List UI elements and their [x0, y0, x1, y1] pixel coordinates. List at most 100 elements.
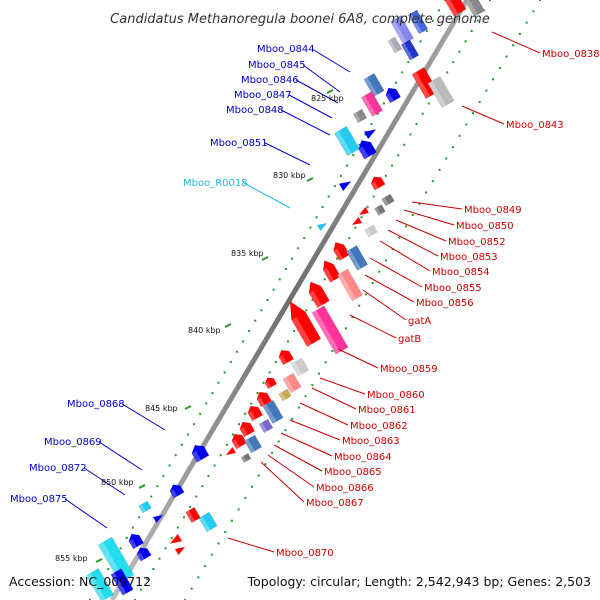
gene-arrow-blue: [169, 484, 185, 499]
gene-tri-blue: [339, 181, 351, 191]
gene-label-left: Mboo_0875: [10, 494, 68, 505]
leader-line: [83, 467, 126, 496]
tick-dot-inner: [250, 402, 253, 405]
tick-dot-far: [190, 587, 193, 590]
tick-dot-far: [304, 395, 307, 398]
gene-arrow-red: [370, 176, 386, 191]
tick-dot-inner: [464, 40, 467, 43]
gene-arrow-red: [308, 281, 330, 308]
tick-dot-far: [438, 168, 441, 171]
tick-dot-far: [532, 10, 535, 13]
kbp-label-825: 825 kbp: [311, 94, 344, 103]
tick-dot-inner: [262, 381, 265, 384]
tick-dot-far: [210, 553, 213, 556]
gene-label-right: Mboo_0864: [334, 452, 392, 463]
tick-dot-inner: [458, 50, 461, 53]
tick-dot-inner: [335, 257, 338, 260]
tick-dot-inner: [372, 195, 375, 198]
gene-arrow-red: [323, 260, 341, 283]
tick-dot-far: [230, 519, 233, 522]
gene-box-olive: [278, 388, 292, 402]
tick-dot-far: [197, 576, 200, 579]
leader-line: [98, 441, 143, 471]
leader-line: [288, 94, 333, 119]
leader-line: [491, 31, 541, 54]
gene-label-left: Mboo_0868: [67, 399, 125, 410]
gene-arrow-red: [290, 301, 321, 347]
gene-box-grey: [381, 193, 395, 207]
tick-dot-outer: [425, 30, 428, 33]
tick-dot-outer: [242, 340, 245, 343]
tick-dot-inner: [231, 433, 234, 436]
tick-dot-inner: [391, 164, 394, 167]
tick-dot-inner: [182, 516, 185, 519]
tick-dot-outer: [119, 547, 122, 550]
tick-dot-inner: [384, 174, 387, 177]
tick-dot-inner: [293, 330, 296, 333]
tick-dot-inner: [476, 19, 479, 22]
kbp-label-855: 855 kbp: [55, 554, 88, 563]
tick-dot-inner: [158, 557, 161, 560]
tick-dot-outer: [266, 299, 269, 301]
tick-dot-outer: [193, 423, 196, 426]
tick-dot-inner: [415, 123, 418, 126]
tick-dot-inner: [152, 567, 155, 570]
tick-dot-inner: [164, 547, 167, 550]
gene-box-grey: [374, 204, 386, 216]
gene-box-blue: [110, 568, 134, 596]
leader-line: [403, 209, 455, 226]
tick-dot-far: [425, 191, 428, 194]
tick-dot-outer: [137, 516, 140, 519]
tick-dot-outer: [278, 278, 281, 281]
leader-line: [387, 229, 439, 257]
tick-dot-inner: [409, 133, 412, 136]
tick-dot-far: [351, 315, 354, 318]
leader-line: [267, 454, 315, 488]
tick-dot-far: [498, 66, 501, 69]
leader-line: [295, 79, 339, 104]
gene-box-red: [185, 506, 201, 524]
gene-label-left: Mboo_0846: [241, 75, 299, 86]
gene-box-cyan: [138, 500, 152, 514]
tick-dot-inner: [366, 205, 369, 208]
gene-label-right: Mboo_0865: [324, 467, 382, 478]
tick-dot-outer: [431, 19, 434, 22]
gene-tri-red: [175, 547, 185, 555]
tick-dot-inner: [446, 71, 449, 74]
kbp-tick: [326, 89, 334, 94]
gene-label-left: Mboo_0848: [226, 105, 284, 116]
tick-dot-inner: [274, 361, 277, 364]
tick-dot-far: [478, 100, 481, 103]
tick-dot-outer: [284, 267, 287, 270]
kbp-label-850: 850 kbp: [101, 478, 134, 487]
leader-line: [364, 274, 415, 303]
tick-dot-far: [317, 372, 320, 375]
kbp-label-840: 840 kbp: [188, 326, 221, 335]
gene-label-right: Mboo_0870: [276, 548, 334, 559]
tick-dot-inner: [311, 299, 314, 301]
tick-dot-far: [458, 134, 461, 137]
tick-dot-outer: [321, 205, 324, 208]
gene-box-grey: [364, 224, 378, 238]
tick-dot-outer: [364, 133, 367, 136]
tick-dot-far: [445, 157, 448, 160]
tick-dot-far: [431, 180, 434, 183]
gene-label-left: Mboo_0845: [248, 60, 306, 71]
leader-line: [379, 240, 431, 272]
tick-dot-inner: [176, 526, 179, 529]
tick-dot-inner: [397, 154, 400, 157]
tick-dot-inner: [470, 30, 473, 33]
tick-dot-inner: [244, 412, 247, 415]
tick-dot-far: [465, 123, 468, 126]
gene-tri-red: [226, 447, 236, 455]
tick-dot-outer: [150, 495, 153, 498]
gene-box-cyan: [86, 568, 114, 600]
tick-dot-outer: [339, 174, 342, 177]
gene-tri-cyan: [317, 223, 327, 231]
gene-tri-red: [352, 217, 362, 225]
tick-dot-far: [237, 508, 240, 511]
gene-box-grey: [464, 0, 486, 18]
tick-dot-outer: [199, 412, 202, 415]
tick-dot-far: [405, 225, 408, 228]
gene-arrow-red: [278, 349, 294, 366]
